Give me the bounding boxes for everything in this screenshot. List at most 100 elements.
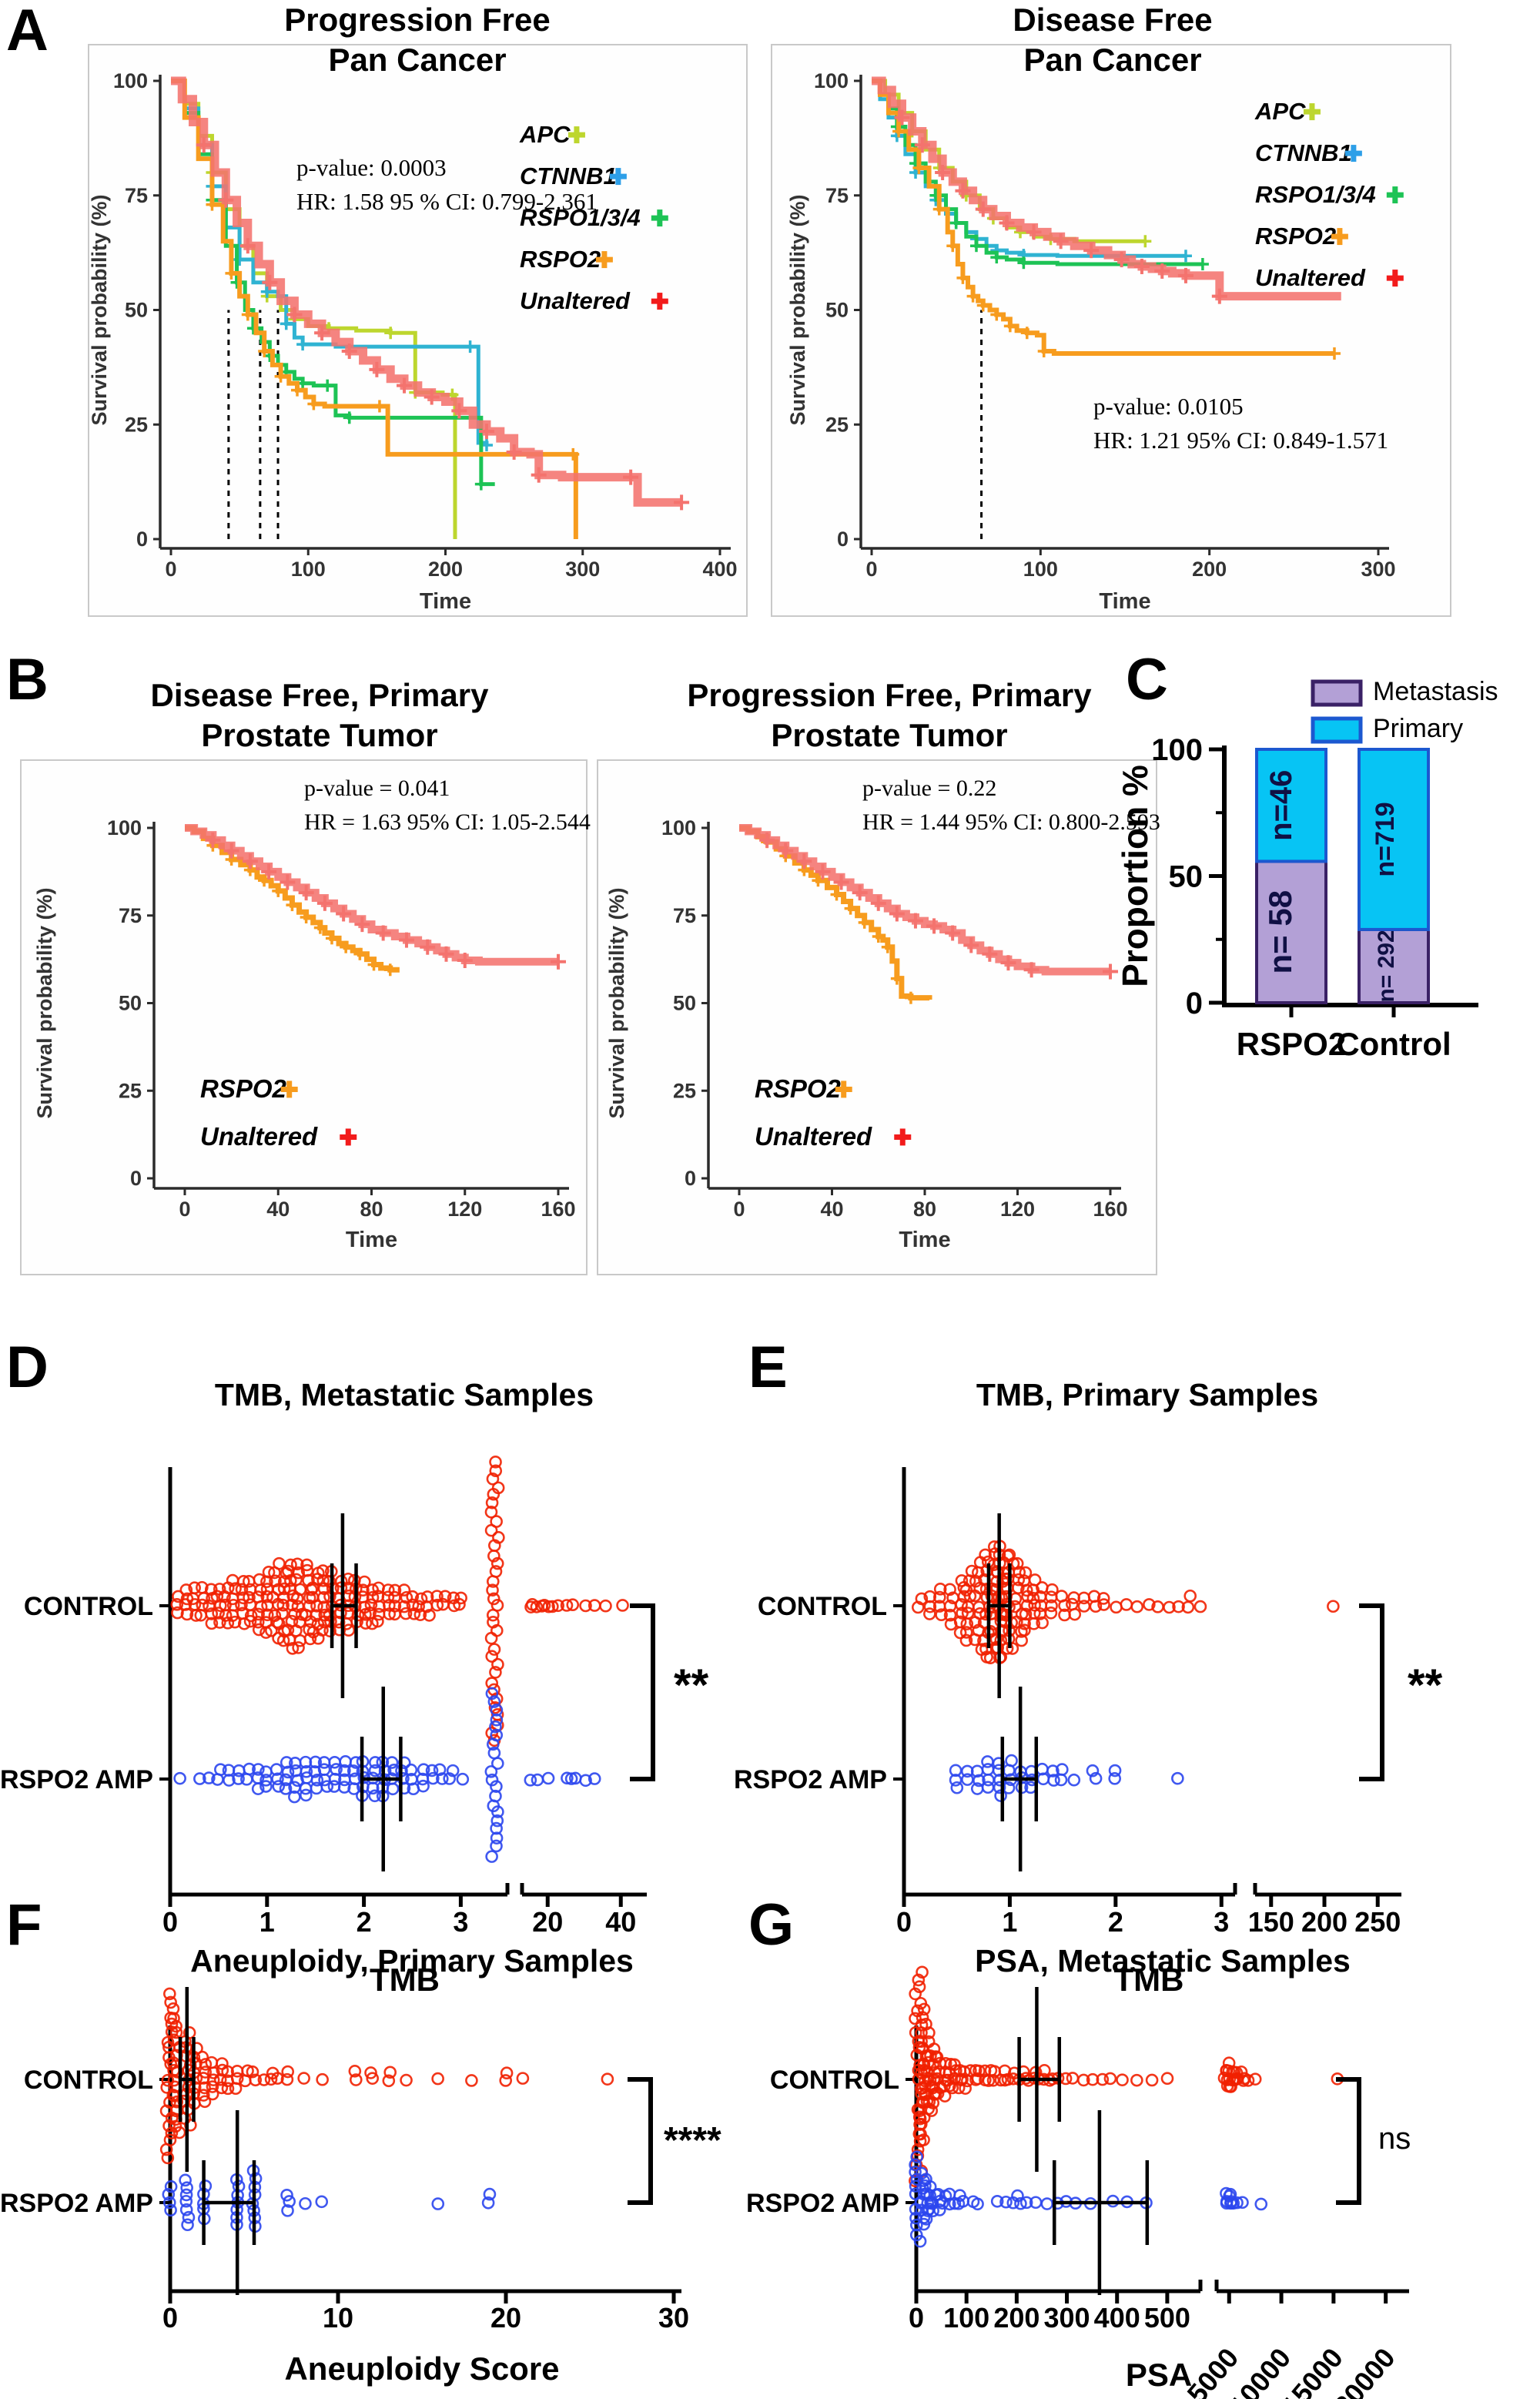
svg-text:Survival probability (%): Survival probability (%): [33, 887, 56, 1118]
svg-text:0: 0: [896, 1906, 912, 1938]
svg-text:Progression Free: Progression Free: [284, 2, 550, 38]
svg-text:RSPO2 AMP: RSPO2 AMP: [734, 1765, 887, 1794]
svg-text:Control: Control: [1336, 1026, 1451, 1062]
svg-text:n=46: n=46: [1264, 770, 1298, 841]
svg-text:Prostate Tumor: Prostate Tumor: [771, 717, 1007, 753]
svg-text:75: 75: [125, 184, 148, 207]
svg-text:RSPO2: RSPO2: [200, 1074, 287, 1103]
svg-text:1: 1: [1002, 1906, 1017, 1938]
svg-text:RSPO2 AMP: RSPO2 AMP: [746, 2189, 899, 2218]
svg-text:HR = 1.63 95% CI: 1.05-2.544: HR = 1.63 95% CI: 1.05-2.544: [304, 809, 591, 835]
svg-text:80: 80: [360, 1198, 383, 1221]
svg-text:200: 200: [993, 2302, 1040, 2334]
svg-text:0: 0: [165, 558, 176, 581]
dot-plot-tmb-primary: TMB, Primary Samples 0 1 2 3 150 200 250 TMB CONT…: [734, 1340, 1540, 2018]
svg-text:HR = 1.44 95% CI: 0.800-2.593: HR = 1.44 95% CI: 0.800-2.593: [862, 809, 1160, 835]
svg-text:400: 400: [1094, 2302, 1140, 2334]
svg-text:Aneuploidy, Primary Samples: Aneuploidy, Primary Samples: [190, 1943, 634, 1979]
svg-text:HR: 1.58 95 % CI: 0.799-2.361: HR: 1.58 95 % CI: 0.799-2.361: [296, 188, 598, 215]
svg-text:200: 200: [428, 558, 463, 581]
svg-text:0: 0: [837, 528, 849, 551]
svg-text:Time: Time: [420, 589, 471, 614]
svg-text:CONTROL: CONTROL: [758, 1592, 887, 1621]
svg-text:1: 1: [259, 1906, 275, 1938]
panel-label-d: D: [6, 1335, 49, 1400]
svg-text:0: 0: [136, 528, 148, 551]
dot-plot-aneuploidy-primary: Aneuploidy, Primary Samples 0 10 20 30 Aneupl…: [0, 1887, 739, 2399]
svg-text:100: 100: [814, 69, 849, 92]
svg-text:0: 0: [733, 1198, 745, 1221]
svg-text:Metastasis: Metastasis: [1373, 677, 1498, 706]
svg-text:50: 50: [1169, 860, 1204, 894]
svg-text:Time: Time: [1099, 589, 1150, 614]
svg-text:300: 300: [1043, 2302, 1090, 2334]
svg-text:0: 0: [685, 1167, 696, 1190]
svg-text:120: 120: [1000, 1198, 1035, 1221]
svg-text:0: 0: [179, 1198, 190, 1221]
svg-text:25: 25: [125, 413, 148, 436]
svg-text:n= 292: n= 292: [1374, 930, 1399, 1002]
svg-text:2: 2: [1108, 1906, 1123, 1938]
svg-text:0: 0: [1186, 987, 1203, 1020]
panel-label-f: F: [6, 1892, 42, 1958]
km-chart-disease-free-primary-prostate: Disease Free, Primary Prostate Tumor 0 25 50…: [12, 666, 593, 1305]
svg-text:25: 25: [119, 1079, 142, 1102]
svg-text:Unaltered: Unaltered: [1255, 264, 1366, 291]
svg-text:80: 80: [913, 1198, 936, 1221]
svg-text:300: 300: [565, 558, 600, 581]
panel-label-a: A: [6, 0, 49, 63]
svg-text:400: 400: [702, 558, 737, 581]
km-chart-progression-free-primary-prostate: Progression Free, Primary Prostate Tumor 0…: [593, 666, 1163, 1305]
svg-text:40: 40: [266, 1198, 290, 1221]
svg-text:Aneuploidy Score: Aneuploidy Score: [284, 2350, 559, 2387]
km-chart-progression-free-pan-cancer: Progression Free Pan Cancer 0 25 50 75 100 0 100…: [69, 0, 755, 639]
svg-text:Disease Free, Primary: Disease Free, Primary: [151, 677, 490, 713]
svg-text:APC: APC: [1254, 98, 1306, 125]
svg-text:ns: ns: [1378, 2122, 1411, 2156]
svg-text:75: 75: [825, 184, 849, 207]
svg-text:Survival probability (%): Survival probability (%): [88, 194, 111, 425]
panel-label-e: E: [748, 1335, 788, 1400]
svg-text:75: 75: [673, 904, 696, 927]
svg-text:500: 500: [1144, 2302, 1190, 2334]
svg-text:n=719: n=719: [1371, 802, 1400, 876]
svg-text:**: **: [1408, 1660, 1443, 1710]
svg-text:Pan Cancer: Pan Cancer: [328, 42, 506, 78]
dot-plot-psa-metastatic: PSA, Metastatic Samples 0 100 200 300 400 500 5…: [746, 1887, 1540, 2399]
svg-text:p-value = 0.041: p-value = 0.041: [304, 776, 450, 801]
svg-text:300: 300: [1361, 558, 1395, 581]
svg-text:RSPO2 AMP: RSPO2 AMP: [0, 1765, 153, 1794]
svg-text:10: 10: [323, 2302, 353, 2334]
svg-text:PSA, Metastatic Samples: PSA, Metastatic Samples: [975, 1943, 1351, 1979]
svg-text:HR: 1.21 95% CI: 0.849-1.571: HR: 1.21 95% CI: 0.849-1.571: [1093, 427, 1388, 454]
dot-plot-tmb-metastatic: TMB, Metastatic Samples 0 1 2 3 20 40 TMB CONTRO…: [0, 1340, 739, 2018]
svg-text:Survival probability (%): Survival probability (%): [605, 887, 628, 1118]
svg-text:p-value = 0.22: p-value = 0.22: [862, 776, 996, 801]
svg-text:RSPO1/3/4: RSPO1/3/4: [520, 204, 641, 231]
svg-text:3: 3: [453, 1906, 468, 1938]
svg-text:0: 0: [130, 1167, 142, 1190]
svg-text:TMB: TMB: [370, 1962, 440, 1998]
svg-text:CONTROL: CONTROL: [770, 2066, 899, 2095]
svg-text:100: 100: [113, 69, 148, 92]
svg-text:CONTROL: CONTROL: [24, 2066, 153, 2095]
svg-text:20: 20: [490, 2302, 521, 2334]
svg-text:0: 0: [162, 2302, 178, 2334]
svg-text:50: 50: [125, 299, 148, 322]
svg-text:Primary: Primary: [1373, 714, 1463, 743]
svg-text:RSPO2: RSPO2: [1255, 223, 1336, 250]
svg-text:p-value: 0.0105: p-value: 0.0105: [1093, 393, 1244, 420]
svg-text:2: 2: [357, 1906, 372, 1938]
svg-text:n= 58: n= 58: [1262, 890, 1298, 974]
panel-label-b: B: [6, 647, 49, 712]
svg-text:Proportion %: Proportion %: [1115, 765, 1155, 987]
svg-text:0: 0: [865, 558, 877, 581]
svg-text:Unaltered: Unaltered: [200, 1122, 318, 1151]
svg-text:TMB, Primary Samples: TMB, Primary Samples: [976, 1377, 1318, 1412]
svg-text:****: ****: [664, 2120, 721, 2161]
km-chart-disease-free-pan-cancer: Disease Free Pan Cancer 0 25 50 75 100 0 100 200 3…: [762, 0, 1463, 639]
svg-text:100: 100: [661, 816, 696, 839]
svg-text:RSPO1/3/4: RSPO1/3/4: [1255, 181, 1376, 208]
svg-text:Progression Free, Primary: Progression Free, Primary: [687, 677, 1092, 713]
